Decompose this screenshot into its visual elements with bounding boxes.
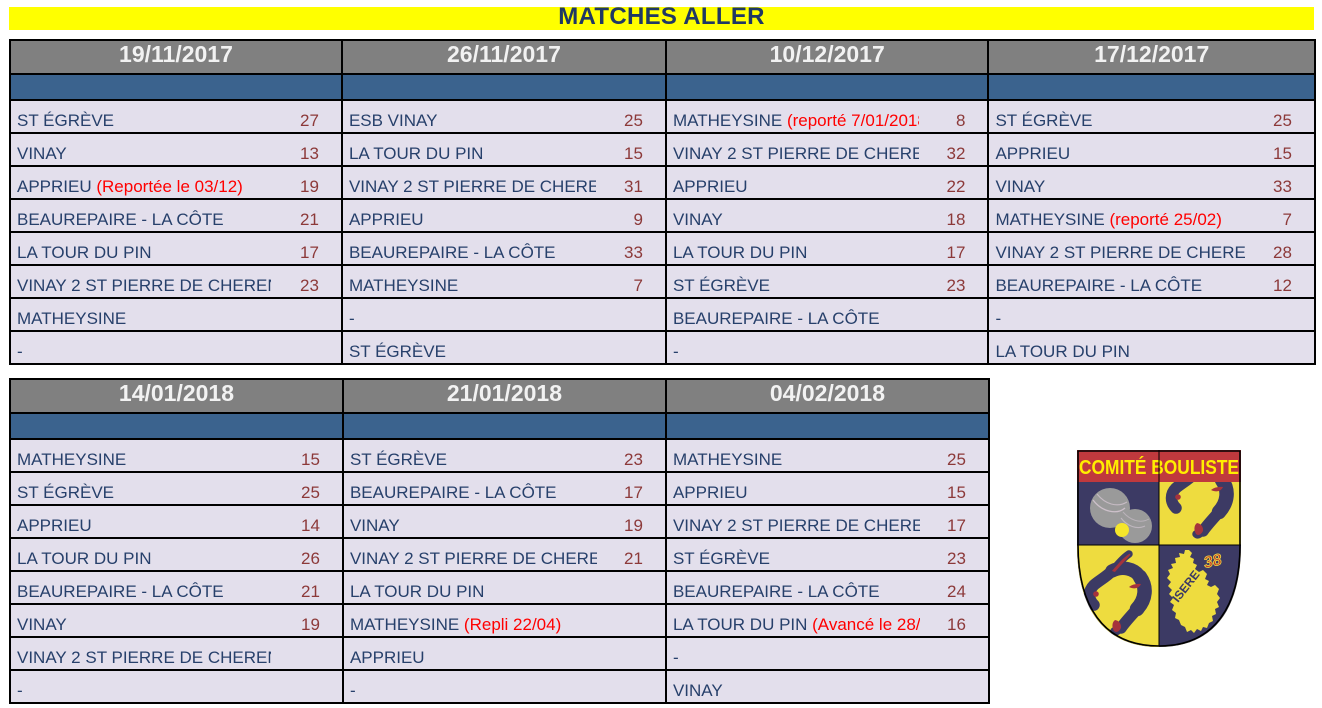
svg-text:38: 38	[1202, 552, 1223, 572]
